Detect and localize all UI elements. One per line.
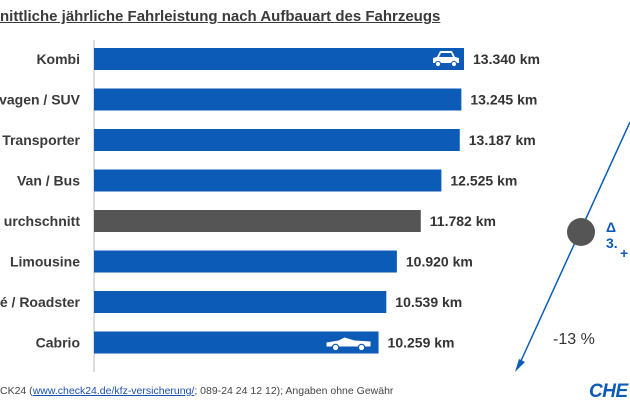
bar	[94, 129, 460, 151]
trend-arrowhead	[515, 359, 525, 372]
bar	[94, 250, 397, 273]
chart-title: nittliche jährliche Fahrleistung nach Au…	[0, 8, 441, 25]
delta-annotation: Δ 3.	[606, 219, 618, 251]
footer-prefix: CK24 (	[0, 385, 33, 397]
category-label: Cabrio	[36, 335, 80, 351]
convertible-icon	[326, 337, 371, 352]
source-link[interactable]: www.check24.de/kfz-versicherung/	[32, 385, 195, 397]
category-label: Van / Bus	[17, 173, 80, 189]
category-label: é / Roadster	[0, 294, 81, 310]
bar	[94, 169, 442, 192]
value-label: 10.259 km	[388, 335, 455, 351]
category-label: urchschnitt	[4, 213, 81, 229]
percent-diff-annotation: -13 %	[553, 331, 595, 348]
value-label: 13.245 km	[470, 92, 537, 108]
value-label: 11.782 km	[430, 213, 496, 229]
plus-annotation: +	[620, 245, 629, 261]
bar	[94, 331, 379, 354]
value-label: 13.187 km	[469, 132, 536, 148]
source-footer: CK24 (www.check24.de/kfz-versicherung/; …	[0, 385, 393, 397]
footer-suffix: ; 089-24 24 12 12); Angaben ohne Gewähr	[194, 385, 394, 397]
value-label: 12.525 km	[450, 173, 517, 189]
bar	[94, 48, 464, 70]
value-label: 10.539 km	[395, 294, 462, 310]
average-marker-circle	[567, 218, 595, 246]
category-label: Transporter	[2, 132, 80, 148]
category-label: vagen / SUV	[0, 92, 81, 108]
value-label: 10.920 km	[406, 254, 473, 270]
bar	[94, 291, 387, 313]
category-label: Kombi	[36, 51, 80, 67]
bar	[94, 210, 421, 232]
value-label: 13.340 km	[473, 51, 540, 67]
car-icon	[433, 51, 459, 68]
brand-logo: CHE	[589, 381, 628, 402]
category-label: Limousine	[10, 254, 80, 270]
bar	[94, 88, 462, 111]
